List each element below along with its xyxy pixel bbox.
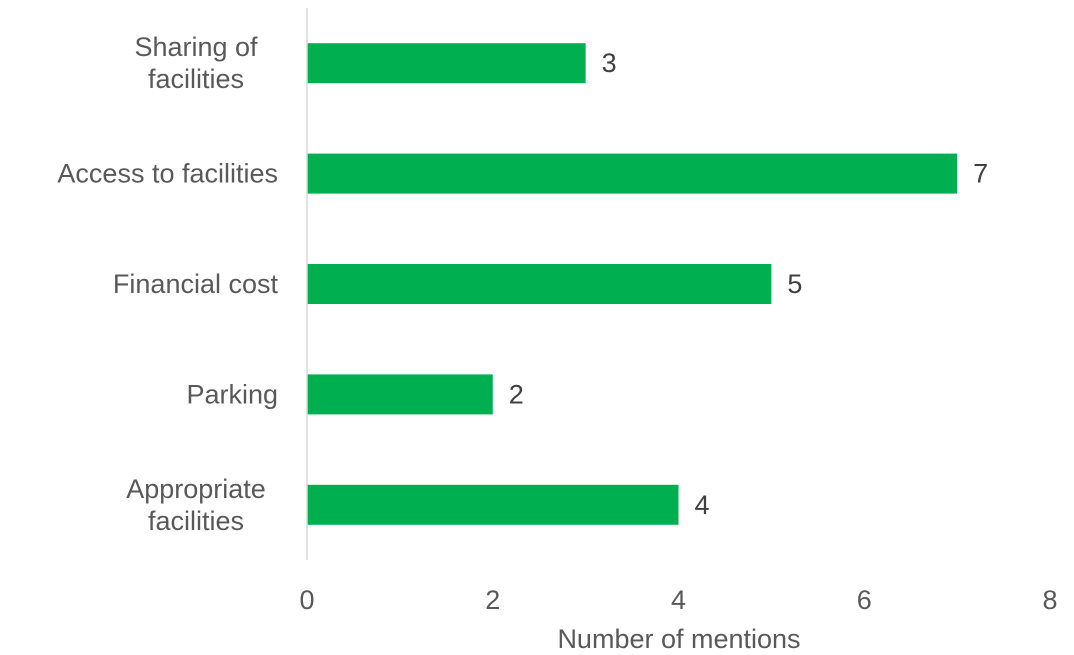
data-label-3: 2 bbox=[509, 379, 524, 409]
bar-4 bbox=[307, 484, 679, 525]
category-label-1: Access to facilities bbox=[57, 159, 278, 189]
category-label-0: Sharing of facilities bbox=[134, 32, 258, 94]
bar-3 bbox=[307, 374, 493, 415]
data-labels-group: 3 7 5 2 4 bbox=[509, 48, 988, 520]
data-label-4: 4 bbox=[695, 490, 710, 520]
data-label-1: 7 bbox=[973, 159, 988, 189]
x-tick-label-0: 0 bbox=[299, 585, 314, 615]
data-label-0: 3 bbox=[602, 48, 617, 78]
category-labels-group: Sharing of facilities Access to facilities… bbox=[57, 32, 278, 536]
category-label-2: Financial cost bbox=[113, 269, 279, 299]
x-tick-labels-group: 0 2 4 6 8 bbox=[299, 585, 1057, 615]
bar-0 bbox=[307, 43, 586, 84]
data-label-2: 5 bbox=[787, 269, 802, 299]
category-label-4: Appropriate facilities bbox=[126, 474, 266, 536]
x-tick-label-3: 6 bbox=[857, 585, 872, 615]
bar-1 bbox=[307, 153, 958, 194]
x-tick-label-1: 2 bbox=[485, 585, 500, 615]
x-tick-label-2: 4 bbox=[671, 585, 686, 615]
x-tick-label-4: 8 bbox=[1042, 585, 1057, 615]
bar-2 bbox=[307, 264, 772, 304]
x-axis-title: Number of mentions bbox=[557, 624, 800, 654]
category-label-3: Parking bbox=[186, 379, 278, 409]
bars-group bbox=[307, 43, 958, 525]
